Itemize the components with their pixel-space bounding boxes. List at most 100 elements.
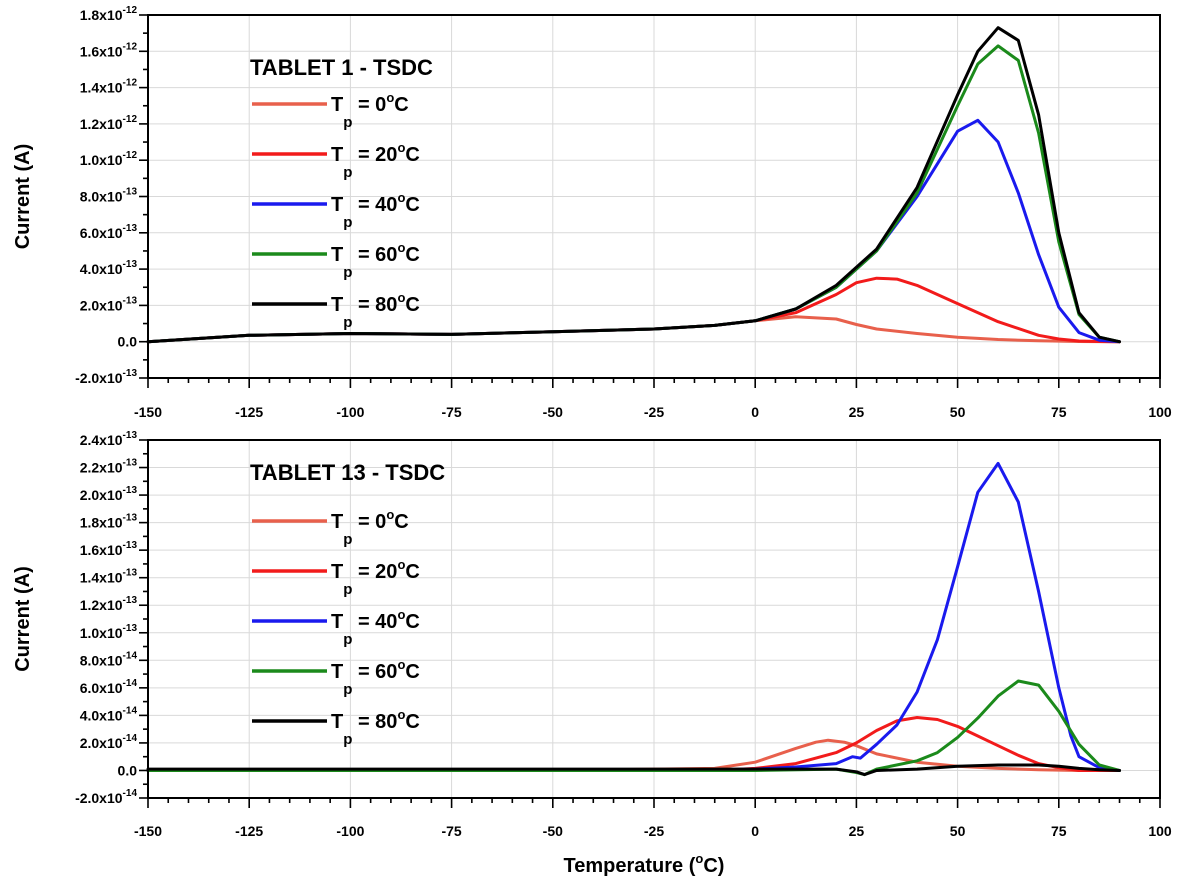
x-tick-label: 0 [751,823,759,839]
legend-entry: Tp = 60oC [331,240,420,281]
y-tick-exponent: -12 [123,150,138,161]
y-tick-mantissa: 1.4x10 [80,570,123,586]
legend-entry: Tp = 0oC [331,507,409,548]
y-tick-label: 1.4x10-12 [80,78,138,96]
legend-entry-degree: o [397,557,405,572]
y-tick-exponent: -13 [123,568,138,579]
legend-entry-subscript: p [343,531,352,548]
x-tick-label: 50 [950,823,966,839]
legend-entry-value: = 60 [352,244,397,266]
tablet-13-panel: -150 -125 -100 -75 -50 -25 0 25 50 75 100-2.0x10-1… [12,430,1172,877]
legend-entry-unit: C [405,661,419,683]
legend-entry: Tp = 60oC [331,657,420,698]
y-tick-exponent: -13 [123,187,138,198]
y-tick-mantissa: 1.8x10 [80,7,123,23]
y-tick-label: 1.0x10-12 [80,150,138,168]
x-tick-label: -125 [235,823,263,839]
y-tick-label: 1.8x10-12 [80,5,138,23]
y-tick-exponent: -14 [123,733,138,744]
x-tick-label: 100 [1148,823,1172,839]
y-tick-exponent: -12 [123,114,138,125]
y-tick-label: 8.0x10-14 [80,650,138,668]
x-axis-ticks [147,798,1161,808]
y-tick-label: 2.0x10-13 [80,295,138,313]
x-tick-label: -75 [441,823,461,839]
legend-entry-subscript: p [343,264,352,281]
legend-entry-subscript: p [343,114,352,131]
legend-entry-value: = 80 [352,711,397,733]
y-tick-mantissa: 0.0 [118,334,138,350]
legend-entry-value: = 20 [352,144,397,166]
x-axis-title-unit: C) [703,855,724,877]
legend-entry-value: = 20 [352,561,397,583]
y-tick-exponent: -13 [123,368,138,379]
y-tick-label: 6.0x10-13 [80,223,138,241]
y-tick-exponent: -13 [123,623,138,634]
legend-entry-degree: o [397,707,405,722]
x-tick-label: 100 [1148,404,1172,420]
y-tick-exponent: -13 [123,595,138,606]
legend-entry-unit: C [405,611,419,633]
legend-entry-unit: C [394,511,408,533]
y-tick-label: 0.0 [118,334,138,350]
legend-entry: Tp = 40oC [331,607,420,648]
legend-entry-unit: C [405,144,419,166]
y-tick-mantissa: 1.6x10 [80,542,123,558]
legend-entry-degree: o [386,507,394,522]
y-tick-mantissa: 1.6x10 [80,43,123,59]
y-tick-label: 1.6x10-13 [80,540,138,558]
y-tick-label: 2.4x10-13 [80,430,138,448]
x-tick-label: 25 [849,404,865,420]
x-tick-label: 25 [849,823,865,839]
legend-entry-value: = 0 [352,511,386,533]
y-tick-mantissa: 2.0x10 [80,297,123,313]
legend-entry-symbol: T [331,94,343,116]
x-tick-label: -100 [336,404,364,420]
legend-entry-symbol: T [331,294,343,316]
legend-entry-unit: C [405,294,419,316]
y-axis-title: Current (A) [12,144,34,250]
legend-entry-symbol: T [331,561,343,583]
y-tick-mantissa: 2.2x10 [80,460,123,476]
legend-entry-symbol: T [331,144,343,166]
legend-entry-unit: C [405,244,419,266]
y-tick-label: 1.6x10-12 [80,41,138,59]
y-tick-label: 4.0x10-13 [80,259,138,277]
x-tick-label: 50 [950,404,966,420]
y-tick-mantissa: 1.8x10 [80,515,123,531]
x-axis-title: Temperature (oC) [564,851,725,877]
legend-title: TABLET 13 - TSDC [250,460,445,485]
legend-entry: Tp = 20oC [331,557,420,598]
y-axis-ticks [139,439,148,799]
y-tick-exponent: -12 [123,41,138,52]
y-tick-label: 1.4x10-13 [80,568,138,586]
x-axis-title-degree: o [695,851,703,866]
y-tick-mantissa: 8.0x10 [80,652,123,668]
legend-entry-subscript: p [343,731,352,748]
y-tick-mantissa: 1.4x10 [80,80,123,96]
y-tick-label: 6.0x10-14 [80,678,138,696]
series-line-80c [146,26,1121,344]
legend-entry-subscript: p [343,314,352,331]
legend-entry: Tp = 80oC [331,290,420,331]
y-tick-mantissa: 1.0x10 [80,152,123,168]
y-tick-mantissa: 1.2x10 [80,597,123,613]
y-tick-exponent: -13 [123,223,138,234]
legend-entry: Tp = 40oC [331,190,420,231]
x-tick-label: -25 [644,823,664,839]
y-tick-exponent: -14 [123,650,138,661]
y-tick-mantissa: -2.0x10 [75,790,123,806]
y-axis-ticks [139,14,148,379]
x-tick-label: -50 [543,823,563,839]
x-tick-label: -25 [644,404,664,420]
legend-entry-unit: C [405,711,419,733]
y-tick-label: 4.0x10-14 [80,705,138,723]
y-tick-label: 2.0x10-14 [80,733,138,751]
y-tick-mantissa: 4.0x10 [80,261,123,277]
y-tick-exponent: -14 [123,678,138,689]
y-tick-label: 0.0 [118,762,138,778]
legend-entry: Tp = 80oC [331,707,420,748]
y-tick-mantissa: 2.4x10 [80,432,123,448]
y-tick-mantissa: 1.0x10 [80,625,123,641]
